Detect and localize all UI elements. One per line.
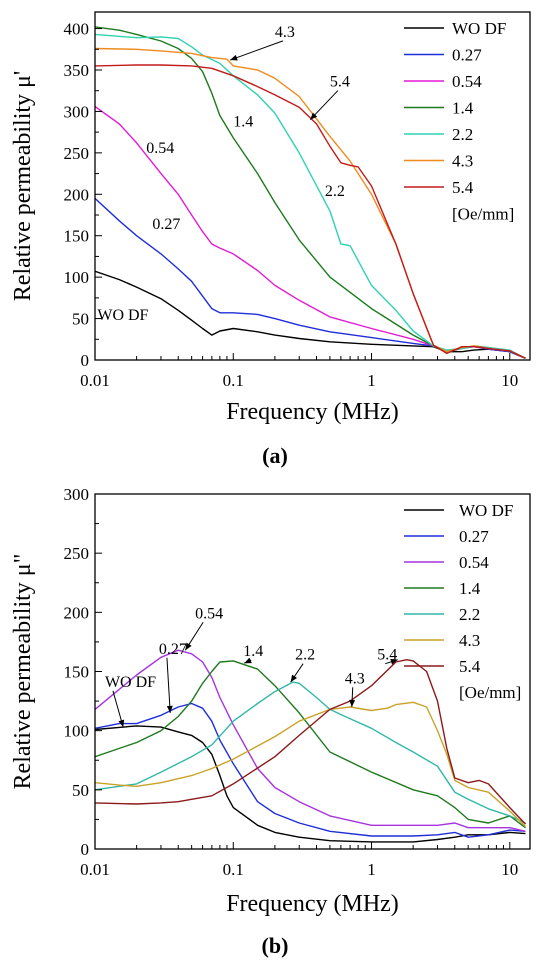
annotation-label: WO DF	[105, 674, 156, 691]
x-axis-label: Frequency (MHz)	[226, 891, 399, 917]
legend-unit: [Oe/mm]	[459, 683, 521, 702]
series-line-0.54	[95, 649, 526, 832]
legend-entry-label: 0.54	[459, 553, 489, 572]
legend-entry-label: 5.4	[459, 657, 481, 676]
legend-entry-label: WO DF	[459, 501, 513, 520]
series-line-0.27	[95, 702, 526, 838]
annotation-label: 1.4	[243, 643, 263, 660]
y-tick-label: 400	[64, 20, 90, 39]
y-tick-label: 50	[72, 781, 89, 800]
legend-entry-label: 1.4	[459, 579, 481, 598]
panel-a-chart: 0.01 0.1 1 10 Frequency (MHz) 0 50 100 150 200 250…	[10, 11, 531, 468]
annotation-arrowhead	[230, 54, 238, 61]
annotation-arrowhead	[244, 657, 252, 664]
series-group	[95, 26, 526, 359]
annotation-label: 4.3	[345, 670, 365, 687]
x-tick-label: 1	[367, 371, 376, 390]
y-tick-label: 300	[64, 485, 90, 504]
legend-entry-label: 2.2	[459, 605, 480, 624]
y-tick-label: 250	[64, 544, 90, 563]
annotation-label: 2.2	[325, 183, 345, 200]
annotation-arrowhead	[290, 674, 298, 683]
annotation-label: 5.4	[330, 74, 350, 91]
annotation-arrow	[230, 40, 284, 61]
annotation-arrowhead	[166, 705, 173, 713]
x-tick-label: 10	[501, 860, 518, 879]
legend-entry-label: 2.2	[452, 125, 473, 144]
series-line-2.2	[95, 681, 526, 824]
y-tick-label: 150	[64, 227, 90, 246]
y-tick-label: 50	[72, 310, 89, 329]
legend-entry-label: 1.4	[452, 99, 474, 118]
annotation-label: 0.54	[146, 140, 174, 157]
series-line-4.3	[95, 47, 526, 359]
annotation-arrowhead	[118, 719, 125, 728]
legend: WO DF 0.27 0.54 1.4 2.2 4.3 5.4 [Oe/mm]	[404, 501, 521, 702]
legend-unit: [Oe/mm]	[452, 205, 514, 224]
annotation-label: WO DF	[97, 307, 148, 324]
x-axis-label: Frequency (MHz)	[226, 399, 399, 425]
annotation-label: 0.54	[195, 605, 223, 622]
y-tick-label: 200	[64, 603, 90, 622]
y-tick-label: 100	[64, 722, 90, 741]
annotation-label: 0.27	[152, 216, 180, 233]
series-group	[95, 649, 527, 843]
annotation-arrowhead	[185, 642, 192, 651]
annotation-arrowhead	[349, 699, 356, 707]
series-line-2.2	[95, 33, 526, 359]
x-axis: 0.01 0.1 1 10 Frequency (MHz)	[80, 842, 518, 917]
legend-entry-label: 4.3	[459, 631, 480, 650]
y-tick-label: 0	[81, 351, 90, 370]
annotations: WO DF 0.27 0.54 1.4 2.2 4.3 5.4	[97, 24, 350, 324]
y-tick-label: 250	[64, 144, 90, 163]
legend-entry-label: 4.3	[452, 152, 473, 171]
annotation-arrowhead	[390, 658, 398, 665]
legend-entry-label: 5.4	[452, 178, 474, 197]
series-line-wo-df	[95, 270, 526, 359]
legend-entry-label: WO DF	[452, 19, 506, 38]
panel-label: (b)	[262, 933, 289, 958]
y-tick-label: 0	[81, 840, 90, 859]
y-axis-label: Relative permeability μ"	[10, 554, 36, 790]
series-line-1.4	[95, 660, 526, 829]
x-tick-label: 0.01	[80, 860, 110, 879]
annotation-arrow	[166, 657, 171, 713]
plot-frame	[94, 11, 531, 361]
y-tick-label: 300	[64, 102, 90, 121]
y-axis: 0 50 100 150 200 250 300 Relative permeability …	[10, 485, 102, 859]
legend-entry-label: 0.27	[459, 527, 489, 546]
x-axis: 0.01 0.1 1 10 Frequency (MHz)	[80, 353, 518, 425]
series-line-wo-df	[95, 725, 526, 843]
x-tick-label: 10	[501, 371, 518, 390]
legend-entry-label: 0.27	[452, 46, 482, 65]
x-tick-label: 0.1	[223, 371, 244, 390]
x-tick-label: 0.1	[223, 860, 244, 879]
series-line-5.4	[95, 64, 526, 359]
x-tick-label: 1	[367, 860, 376, 879]
legend-entry-label: 0.54	[452, 72, 482, 91]
series-line-5.4	[95, 659, 527, 825]
panel-b-chart: 0.01 0.1 1 10 Frequency (MHz) 0 50 100 150 200 250…	[10, 485, 531, 958]
y-tick-label: 150	[64, 663, 90, 682]
legend: WO DF 0.27 0.54 1.4 2.2 4.3 5.4 [Oe/mm]	[404, 19, 514, 224]
annotation-label: 0.27	[159, 641, 187, 658]
annotation-label: 2.2	[295, 647, 315, 664]
annotation-arrowhead	[310, 112, 318, 120]
y-axis: 0 50 100 150 200 250 300 350 400 Relative permeab…	[10, 20, 102, 370]
x-tick-label: 0.01	[80, 371, 110, 390]
y-tick-label: 200	[64, 185, 90, 204]
annotation-label: 1.4	[233, 113, 253, 130]
panel-label: (a)	[262, 443, 288, 468]
y-tick-label: 350	[64, 61, 90, 80]
annotation-label: 4.3	[275, 24, 295, 41]
series-line-4.3	[95, 701, 526, 827]
y-tick-label: 100	[64, 268, 90, 287]
y-axis-label: Relative permeability μ'	[10, 71, 36, 301]
